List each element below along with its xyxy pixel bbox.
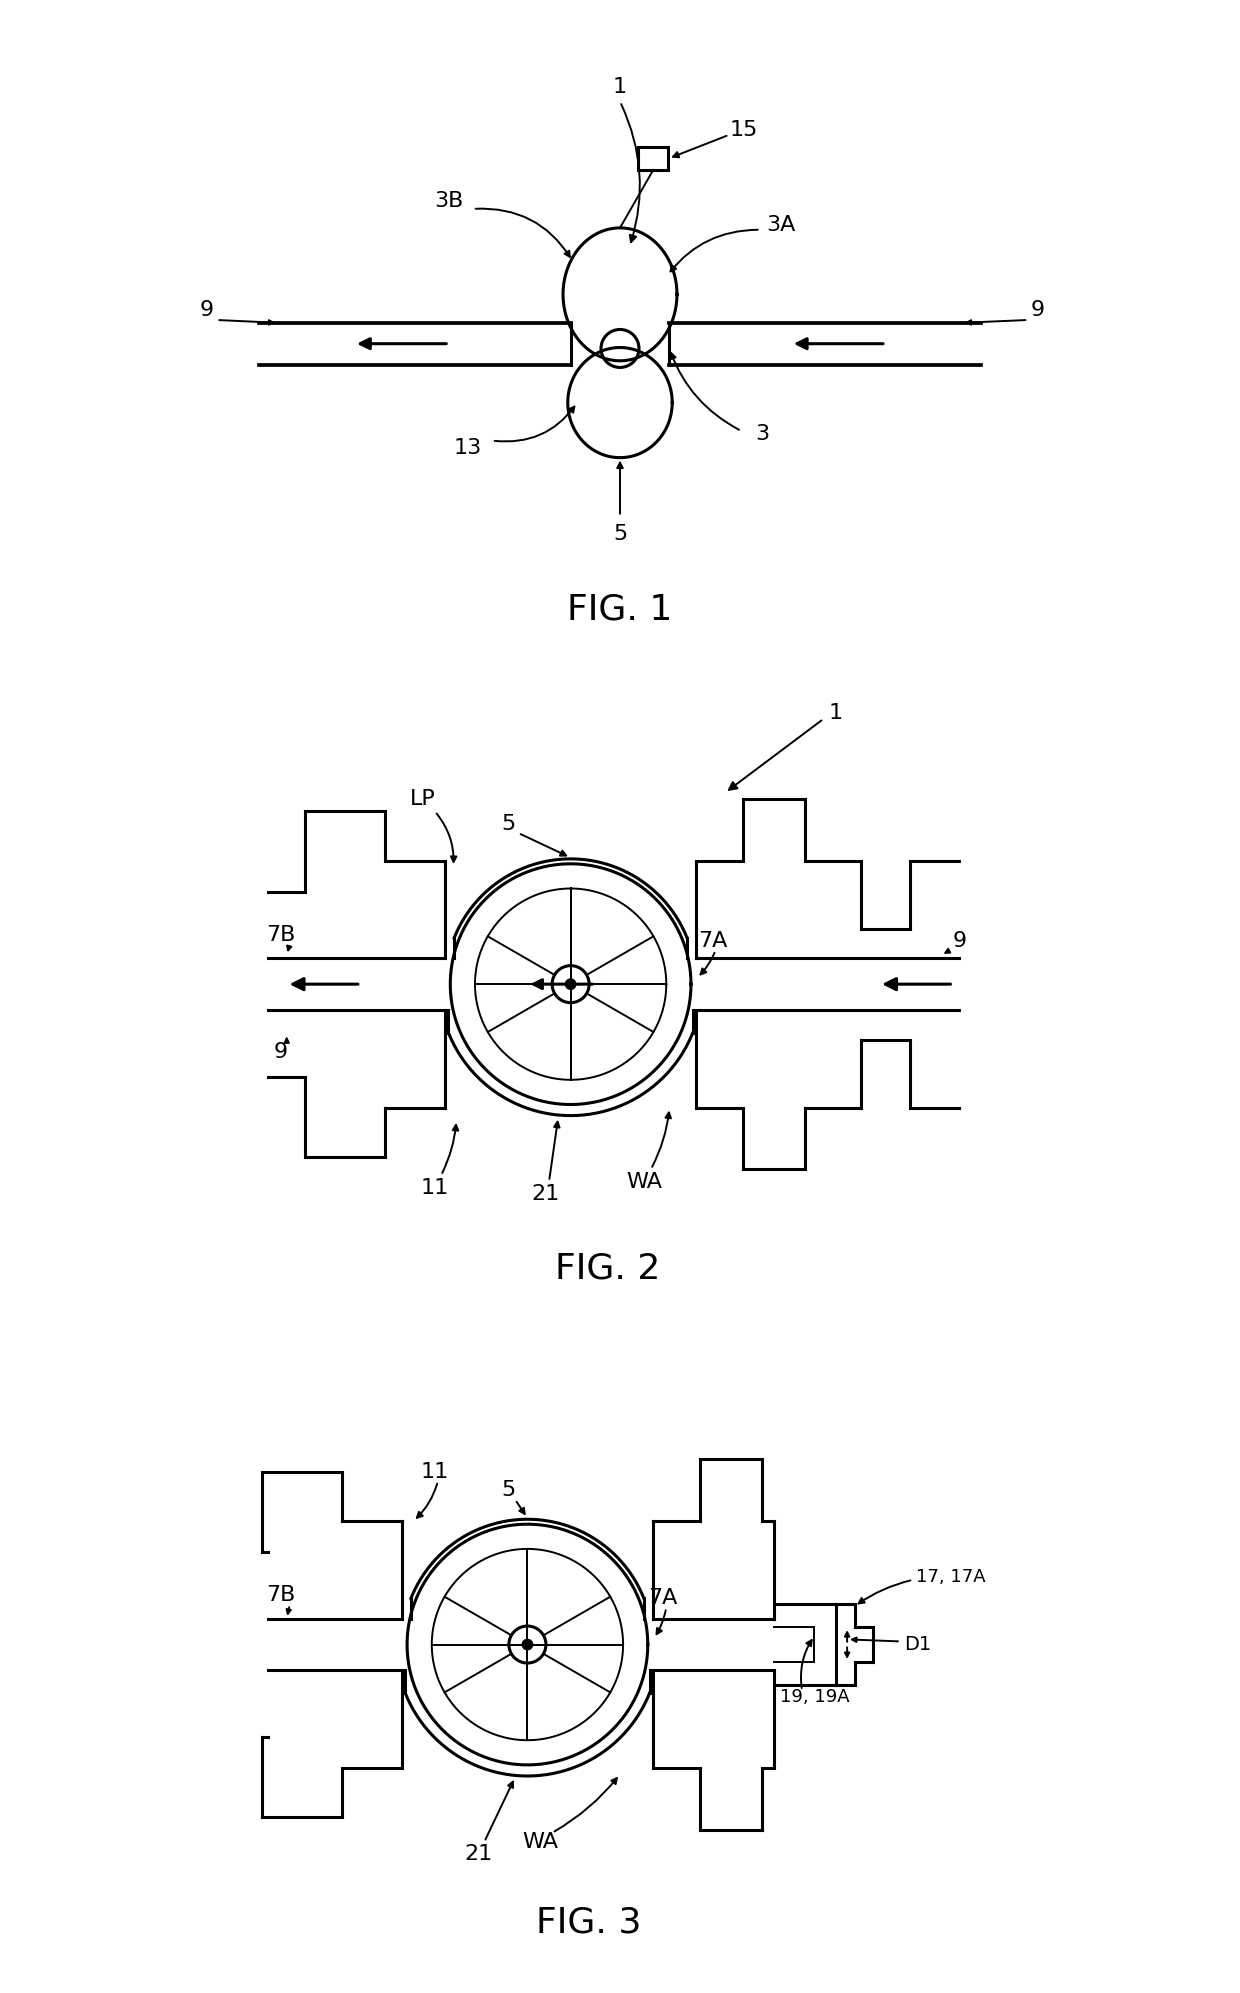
Bar (639, 147, 668, 169)
Text: 7B: 7B (265, 1584, 295, 1604)
Text: 21: 21 (464, 1844, 492, 1863)
Text: 21: 21 (532, 1184, 560, 1204)
Text: 1: 1 (613, 78, 627, 98)
Text: WA: WA (626, 1172, 662, 1192)
Text: 15: 15 (729, 120, 758, 140)
Text: FIG. 3: FIG. 3 (537, 1905, 642, 1939)
Text: 7A: 7A (649, 1588, 678, 1608)
Text: LP: LP (409, 789, 435, 809)
Text: 9: 9 (1030, 301, 1045, 321)
Text: 9: 9 (952, 931, 966, 951)
Text: 17, 17A: 17, 17A (916, 1568, 986, 1586)
Circle shape (565, 979, 575, 989)
Text: 3A: 3A (766, 215, 796, 235)
Text: 1: 1 (830, 704, 843, 723)
Text: WA: WA (522, 1832, 558, 1851)
Text: FIG. 1: FIG. 1 (568, 592, 672, 626)
Text: 3B: 3B (434, 191, 464, 211)
Text: 9: 9 (274, 1042, 288, 1062)
Text: 11: 11 (420, 1178, 449, 1198)
Text: 5: 5 (502, 1481, 516, 1501)
Circle shape (522, 1640, 533, 1650)
Text: 11: 11 (420, 1461, 449, 1481)
Text: 7B: 7B (265, 925, 295, 945)
Text: 3: 3 (755, 425, 770, 444)
Text: 13: 13 (454, 438, 482, 458)
Text: FIG. 2: FIG. 2 (556, 1252, 661, 1285)
Text: 5: 5 (613, 524, 627, 544)
Text: 7A: 7A (698, 931, 728, 951)
Text: 5: 5 (502, 813, 516, 833)
Text: D1: D1 (904, 1634, 931, 1654)
Text: 19, 19A: 19, 19A (780, 1688, 851, 1706)
Text: 9: 9 (200, 301, 215, 321)
